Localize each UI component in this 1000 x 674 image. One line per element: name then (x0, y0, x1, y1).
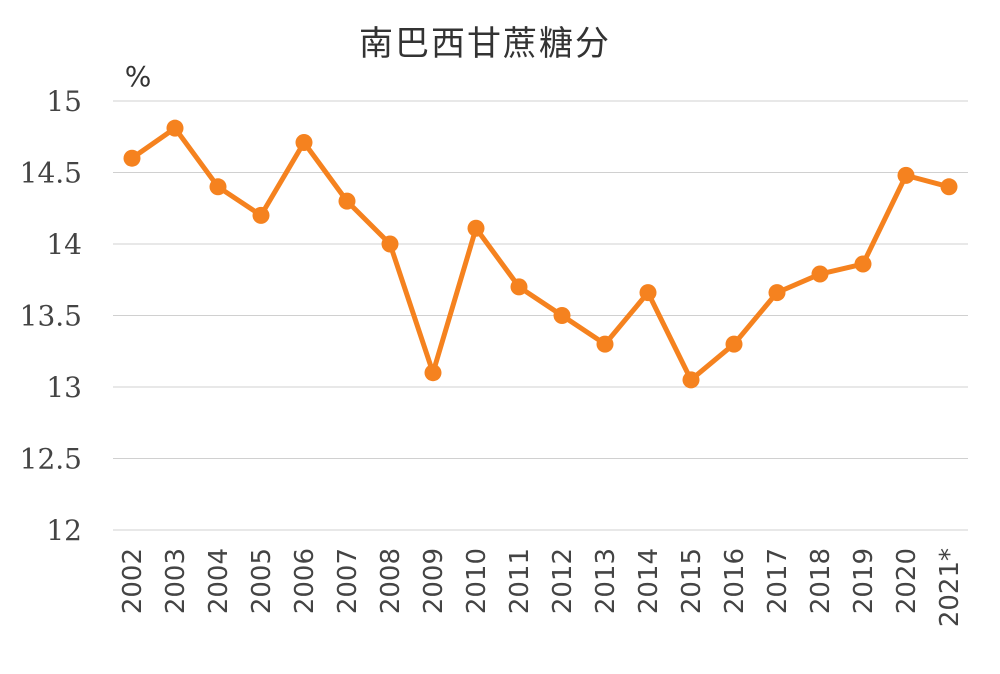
x-tick-label: 2007 (333, 548, 363, 614)
x-tick-label: 2019 (849, 548, 879, 614)
x-tick-label: 2008 (376, 548, 406, 614)
y-tick-label: 15 (46, 85, 82, 118)
data-point-2008 (381, 235, 399, 253)
data-point-2013 (596, 335, 614, 353)
x-tick-label: 2004 (204, 548, 234, 614)
x-tick-label: 2015 (677, 548, 707, 614)
x-tick-label: 2006 (290, 548, 320, 614)
data-point-2019 (854, 255, 872, 273)
y-tick-label: 12.5 (20, 443, 82, 476)
data-point-2006 (295, 133, 313, 151)
y-axis-ticks: 12 12.5 13 13.5 14 14.5 15 (20, 85, 82, 547)
series-line (129, 125, 952, 383)
data-point-2002 (123, 149, 141, 167)
x-tick-label: 2011 (505, 548, 535, 614)
data-point-2021-star (940, 178, 958, 196)
x-tick-label: 2021* (935, 548, 965, 627)
chart-title: 南巴西甘蔗糖分 (359, 24, 611, 64)
data-point-2017 (768, 284, 786, 302)
x-tick-label: 2013 (591, 548, 621, 614)
x-tick-label: 2010 (462, 548, 492, 614)
data-point-2007 (338, 192, 356, 210)
x-tick-label: 2003 (161, 548, 191, 614)
y-tick-label: 12 (46, 514, 82, 547)
x-axis-ticks: 2002 2003 2004 2005 2006 2007 2008 2009 2010 2011… (118, 548, 965, 627)
x-tick-label: 2017 (763, 548, 793, 614)
x-tick-label: 2018 (806, 548, 836, 614)
data-point-2011 (510, 278, 528, 296)
data-point-2009 (424, 364, 442, 382)
y-tick-label: 14 (46, 228, 82, 261)
x-tick-label: 2009 (419, 548, 449, 614)
data-point-2018 (811, 265, 829, 283)
data-point-2012 (553, 307, 571, 324)
data-point-2004 (209, 178, 227, 196)
data-point-2014 (639, 284, 657, 302)
data-point-2005 (252, 206, 270, 224)
data-point-2016 (725, 335, 743, 353)
x-tick-label: 2005 (247, 548, 277, 614)
x-tick-label: 2002 (118, 548, 148, 614)
data-point-2010 (467, 219, 485, 237)
y-axis-unit-label: % (125, 60, 152, 93)
data-point-2020 (897, 166, 915, 184)
y-tick-label: 13 (46, 371, 82, 404)
data-point-2003 (166, 119, 184, 137)
data-point-2015 (682, 371, 700, 389)
x-tick-label: 2020 (892, 548, 922, 614)
y-tick-label: 14.5 (20, 157, 82, 190)
y-tick-label: 13.5 (20, 300, 82, 333)
x-tick-label: 2014 (634, 548, 664, 614)
series-group (123, 119, 958, 389)
x-tick-label: 2016 (720, 548, 750, 614)
x-tick-label: 2012 (548, 548, 578, 614)
gridlines (113, 100, 968, 531)
